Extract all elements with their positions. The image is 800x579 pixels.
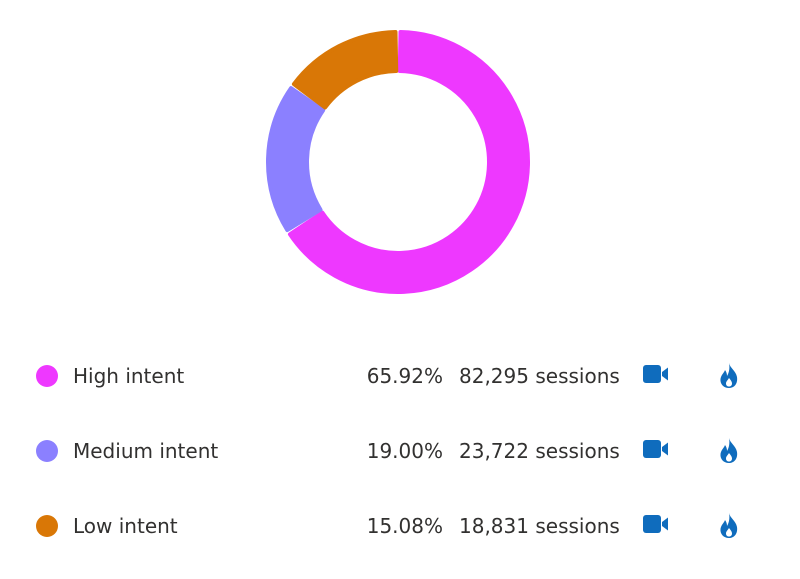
legend-sessions: 18,831 sessions: [459, 514, 620, 538]
legend-label: Medium intent: [73, 439, 219, 463]
video-camera-icon[interactable]: [642, 512, 672, 540]
legend-label: Low intent: [73, 514, 178, 538]
legend-row-low-intent[interactable]: Low intent 15.08% 18,831 sessions: [0, 506, 800, 546]
low-intent-color-dot: [36, 515, 58, 537]
legend-percent: 15.08%: [366, 514, 443, 538]
fire-icon[interactable]: [716, 512, 746, 540]
high-intent-slice[interactable]: [287, 30, 530, 294]
legend-label: High intent: [73, 364, 185, 388]
donut-chart: [266, 30, 530, 294]
legend-sessions: 23,722 sessions: [459, 439, 620, 463]
high-intent-color-dot: [36, 365, 58, 387]
legend-sessions: 82,295 sessions: [459, 364, 620, 388]
low-intent-slice[interactable]: [291, 30, 399, 110]
video-camera-icon[interactable]: [642, 362, 672, 390]
fire-icon[interactable]: [716, 437, 746, 465]
legend-row-medium-intent[interactable]: Medium intent 19.00% 23,722 sessions: [0, 431, 800, 471]
legend-percent: 65.92%: [366, 364, 443, 388]
medium-intent-color-dot: [36, 440, 58, 462]
medium-intent-slice[interactable]: [266, 86, 326, 233]
legend-row-high-intent[interactable]: High intent 65.92% 82,295 sessions: [0, 356, 800, 396]
legend-percent: 19.00%: [366, 439, 443, 463]
video-camera-icon[interactable]: [642, 437, 672, 465]
fire-icon[interactable]: [716, 362, 746, 390]
